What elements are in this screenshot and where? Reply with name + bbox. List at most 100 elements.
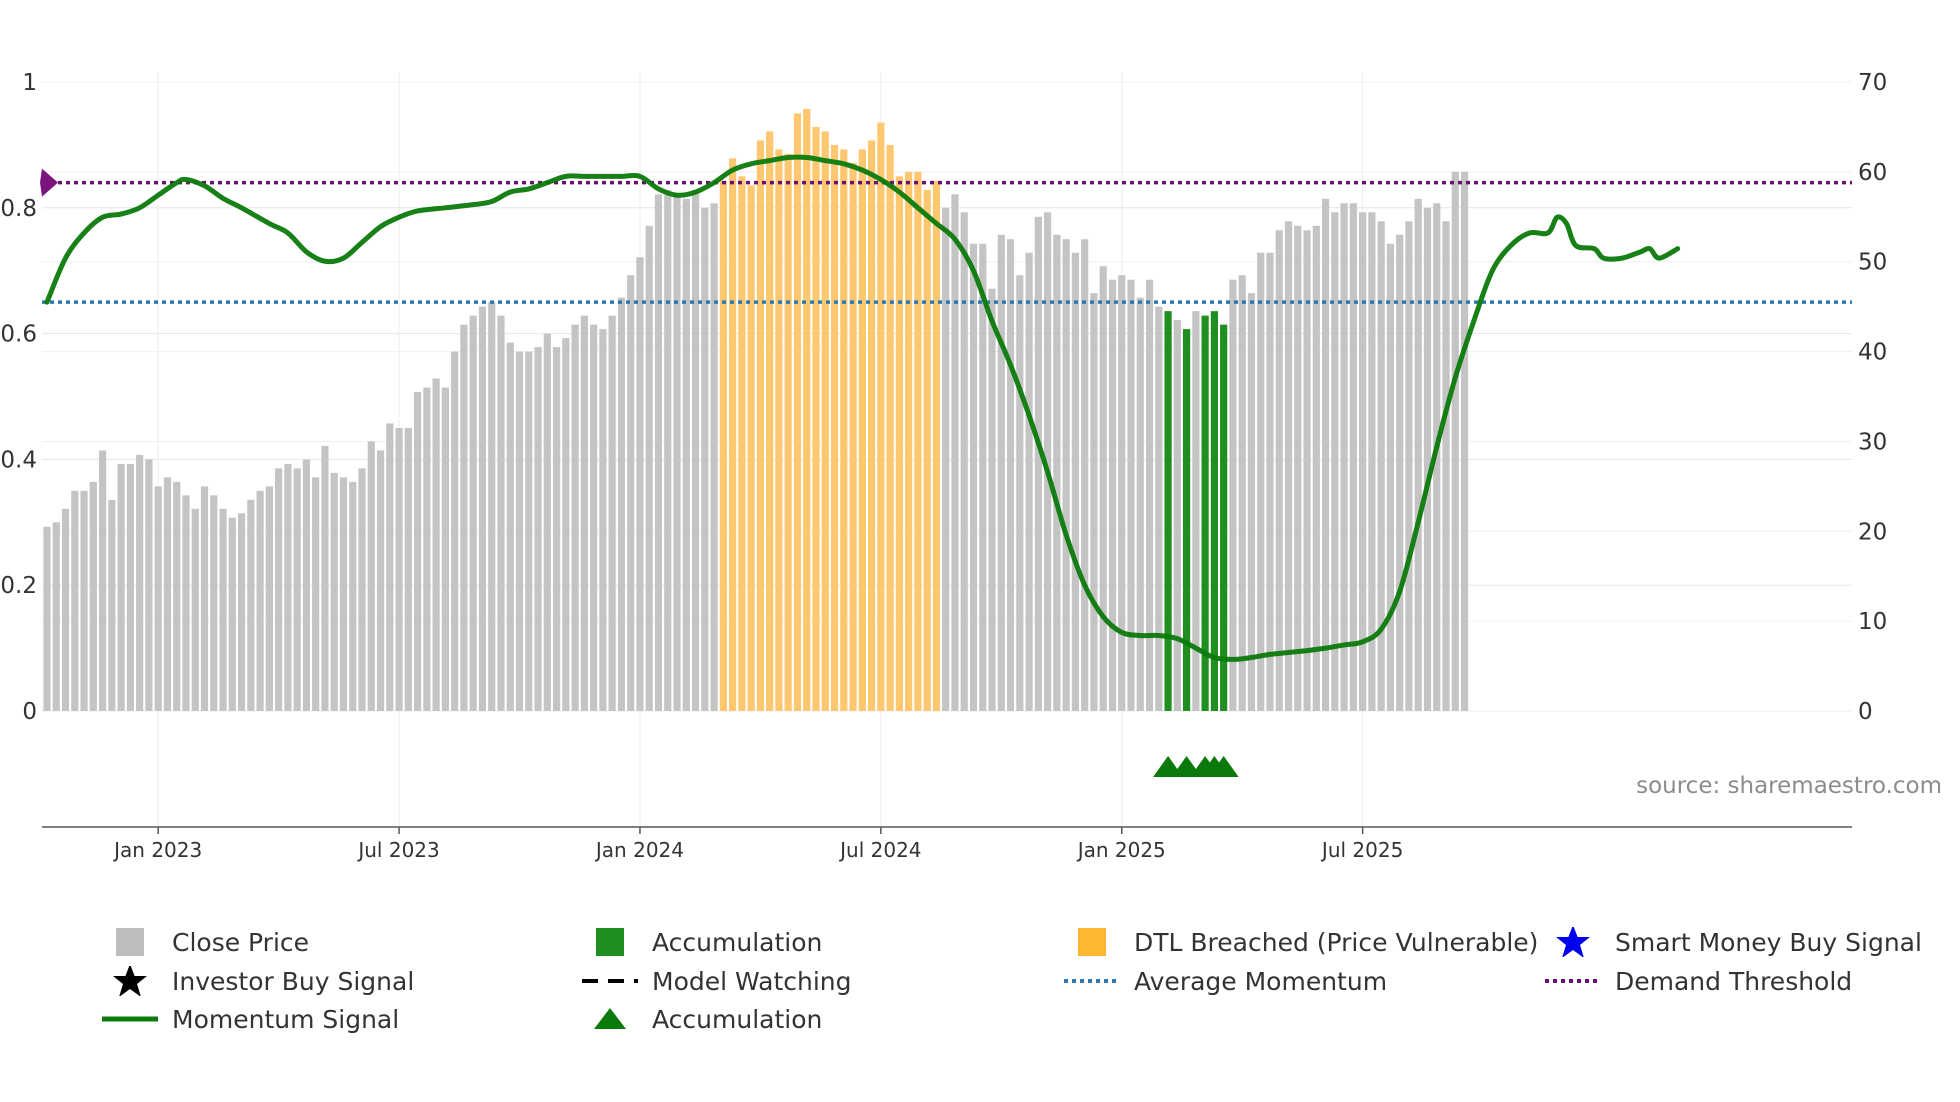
- close-price-bar: [960, 212, 968, 712]
- close-price-bar: [580, 315, 588, 711]
- accumulation-bar: [1164, 311, 1172, 711]
- close-price-bar: [645, 225, 653, 711]
- close-price-bar: [61, 508, 70, 711]
- close-price-bar: [617, 297, 626, 711]
- close-price-bar: [997, 234, 1005, 711]
- close-price-bar: [404, 427, 412, 711]
- close-price-bar: [302, 459, 311, 711]
- close-price-bar: [673, 194, 681, 712]
- close-price-bar: [1099, 266, 1107, 711]
- axes: Jan 2023 Jul 2023 Jan 2024 Jul 2024 Jan 2025…: [0, 70, 1887, 862]
- close-price-bar: [451, 351, 459, 711]
- close-price-bar: [682, 198, 690, 712]
- left-tick-label: 0.6: [0, 322, 37, 348]
- close-price-bar: [515, 351, 524, 711]
- close-price-bar: [525, 351, 533, 711]
- close-price-bar: [1340, 203, 1348, 712]
- close-price-bar: [1006, 239, 1015, 711]
- close-price-bar: [701, 207, 709, 712]
- close-price-bar: [386, 423, 394, 711]
- close-price-bar: [1368, 212, 1376, 712]
- close-price-bar: [1442, 221, 1450, 711]
- close-price-bar: [200, 486, 209, 711]
- close-price-bar: [627, 275, 635, 711]
- right-tick-label: 70: [1858, 70, 1887, 96]
- close-price-bar: [108, 499, 116, 711]
- left-tick-label: 0.2: [0, 573, 37, 599]
- close-price-bar: [358, 468, 366, 711]
- close-price-bar: [1359, 212, 1367, 712]
- accumulation-bar: [1210, 311, 1218, 711]
- close-price-bar: [1266, 252, 1274, 711]
- close-price-bar: [376, 450, 385, 711]
- dtl-breached-bar: [738, 176, 746, 712]
- close-price-bar: [256, 490, 264, 711]
- close-price-bar: [1321, 198, 1330, 712]
- dtl-breached-bar: [803, 108, 811, 711]
- close-price-bar: [367, 441, 375, 711]
- dtl-breached-bar: [729, 158, 737, 712]
- close-price-bar: [349, 481, 357, 711]
- close-price-bar: [599, 329, 607, 711]
- close-price-bar: [552, 347, 561, 711]
- dtl-breached-bar: [775, 149, 783, 712]
- close-price-bar: [441, 387, 449, 711]
- close-price-bar: [636, 257, 644, 711]
- right-tick-label: 60: [1858, 160, 1887, 186]
- close-price-bar: [1396, 234, 1404, 711]
- signal-lines: [40, 154, 1852, 777]
- close-price-bar: [1108, 279, 1117, 711]
- dtl-breached-bar: [849, 162, 857, 711]
- close-price-bar: [1136, 297, 1144, 711]
- x-tick-label: Jul 2024: [838, 838, 921, 862]
- right-tick-label: 50: [1858, 250, 1887, 276]
- close-price-bar: [1229, 279, 1237, 711]
- close-price-bar: [43, 526, 51, 711]
- close-price-bar: [126, 463, 134, 711]
- close-price-bar: [1127, 279, 1135, 711]
- close-price-bar: [1044, 212, 1052, 712]
- close-price-bar: [562, 338, 570, 711]
- x-tick-label: Jul 2023: [356, 838, 439, 862]
- close-price-bar: [1247, 293, 1256, 711]
- close-price-bar: [80, 490, 88, 711]
- close-price-bar: [117, 463, 125, 711]
- close-price-bar: [1257, 252, 1265, 711]
- x-tick-label: Jan 2025: [1076, 838, 1166, 862]
- close-price-bar: [98, 450, 107, 711]
- close-price-bar: [1081, 239, 1089, 711]
- close-price-bar: [969, 243, 978, 711]
- left-tick-label: 1: [22, 70, 37, 96]
- close-price-bar: [1414, 198, 1422, 712]
- close-price-bar: [469, 315, 477, 711]
- close-price-bar: [1053, 234, 1061, 711]
- close-price-bar: [210, 495, 218, 711]
- dtl-breached-bar: [784, 153, 792, 711]
- close-price-bar: [1071, 252, 1080, 711]
- dtl-breached-bar: [895, 176, 903, 712]
- threshold-marker: [40, 168, 58, 197]
- dtl-breached-bar: [867, 140, 876, 711]
- right-tick-label: 20: [1858, 519, 1887, 545]
- close-price-bar: [1034, 216, 1042, 712]
- source-label: source: sharemaestro.com: [1636, 773, 1942, 799]
- close-price-bar: [590, 324, 598, 711]
- right-tick-label: 0: [1858, 699, 1873, 725]
- close-price-bar: [265, 486, 273, 711]
- dtl-breached-bar: [877, 122, 885, 711]
- close-price-bar: [691, 189, 700, 712]
- close-price-bar: [1192, 311, 1200, 711]
- dtl-breached-bar: [886, 144, 894, 711]
- close-price-bar: [1303, 230, 1311, 711]
- close-price-bar: [1025, 252, 1033, 711]
- right-tick-label: 40: [1858, 340, 1887, 366]
- close-price-bar: [339, 477, 348, 711]
- close-price-bar: [710, 203, 718, 712]
- close-price-bar: [1386, 243, 1395, 711]
- close-price-bar: [247, 499, 255, 711]
- close-price-bar: [654, 194, 663, 712]
- close-price-bar: [219, 508, 227, 711]
- accumulation-bar: [1220, 324, 1228, 711]
- right-tick-label: 10: [1858, 609, 1887, 635]
- dtl-breached-bar: [914, 171, 922, 711]
